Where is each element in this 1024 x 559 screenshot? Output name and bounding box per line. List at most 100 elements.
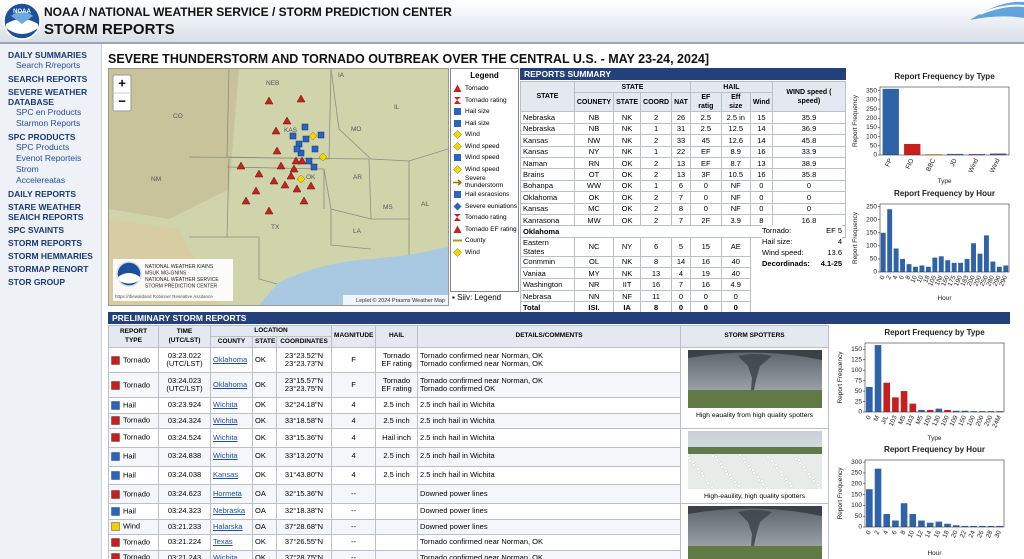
type-icon: [111, 507, 120, 516]
details-cell: 2.5 inch hail in Wichita: [417, 397, 682, 414]
summary-cell: Washington: [520, 278, 575, 291]
legend-item: Hail esraosions: [451, 189, 518, 201]
nav-link[interactable]: Search R/reports: [16, 60, 81, 70]
nav-heading[interactable]: STOR GROUP: [8, 277, 65, 287]
report-row: Wind 03:21.233 Halarska OA 37°28.68"N -- Downe…: [108, 518, 829, 535]
legend-footer: ▪ Siiv: Legend: [452, 293, 501, 302]
county-link[interactable]: Oklahoma: [213, 379, 248, 389]
summary-cell: 2.5: [689, 111, 722, 124]
tornado-marker: [280, 180, 290, 189]
hailstone: [780, 473, 783, 477]
photo-caption: High eauality from high quality spotters: [695, 411, 814, 419]
nav-link[interactable]: Accelereatas: [16, 175, 66, 185]
coords-cell: 33°13.20"N: [275, 446, 333, 467]
nav-heading[interactable]: DAILY SUMMARIES: [8, 50, 87, 60]
icon: [453, 164, 462, 174]
legend-icon: [453, 164, 462, 174]
details-cell: 2.5 inch hail in Wichita: [417, 465, 682, 486]
nav-link[interactable]: Starmon Reports: [16, 118, 81, 128]
legend-label: Severe euniations: [465, 202, 518, 210]
y-tick-label: 0: [858, 524, 862, 531]
summary-cell: Nebraska: [520, 111, 575, 124]
legend-label: Tornado rating: [465, 96, 507, 104]
nav-heading[interactable]: SEVERE WEATHER DATABASE: [8, 87, 88, 107]
hailstone: [715, 458, 718, 462]
summary-cell: 12.6: [720, 134, 751, 147]
logo-line: MSUK MG-GNINS: [145, 271, 187, 277]
plot-frame: [879, 86, 1010, 156]
column-header: COORDINATES: [275, 336, 333, 348]
summary-cell: OK: [573, 191, 615, 204]
nav-link[interactable]: SPC Products: [16, 142, 70, 152]
summary-cell: 1: [640, 145, 673, 158]
tornado-marker: [264, 96, 274, 105]
time-cell: 03:24.838: [158, 446, 211, 467]
nav-heading[interactable]: STORMAP RENORT: [8, 264, 89, 274]
cell-line: (UTC/LST): [166, 384, 203, 393]
state-label: KAS: [284, 127, 298, 134]
county-link[interactable]: Hormeta: [213, 488, 242, 498]
report-row: Tornado 03:21.243 Wichita OK 37°28.75"N -- Tor…: [108, 549, 829, 559]
nav-heading[interactable]: SEARCH REPORTS: [8, 74, 88, 84]
county-link[interactable]: Kansas: [213, 470, 239, 480]
nav-heading[interactable]: SPC SVAINTS: [8, 225, 65, 235]
x-tick-label: JD: [949, 157, 959, 167]
time-cell: 03:24.524: [158, 428, 211, 448]
gulf-water: [259, 247, 448, 305]
type-icon: [111, 416, 120, 425]
nav-heading[interactable]: STORM HEMMARIES: [8, 251, 93, 261]
county-link[interactable]: Nebraska: [213, 506, 246, 515]
y-tick-label: 75: [855, 377, 863, 384]
zoom-out[interactable]: −: [118, 93, 126, 108]
summary-cell: NR: [573, 278, 615, 291]
hailstone: [723, 466, 726, 470]
report-row: Hail 03:24.838 Wichita OK 33°13.20"N 4 2.5 inc…: [108, 446, 829, 467]
state-label: CO: [173, 113, 183, 120]
y-axis-label: Report Frequency: [852, 211, 859, 264]
x-tick-label: 24: [968, 529, 978, 539]
summary-cell: 45.8: [771, 134, 847, 147]
summary-cell: 35.8: [771, 168, 847, 181]
county-cell: Wichita: [210, 446, 253, 467]
nav-heading[interactable]: DAILY REPORTS: [8, 189, 77, 199]
summary-cell: 0: [689, 202, 722, 215]
summary-cell: 1: [640, 122, 673, 136]
type-chart: Report Frequency by Type Report Frequency…: [835, 326, 1010, 442]
nav-link[interactable]: Strom: [16, 164, 39, 174]
report-type: Tornado: [108, 484, 159, 504]
county-link[interactable]: Wichita: [213, 432, 238, 442]
nav-link[interactable]: Evenot Reporteis: [16, 153, 82, 163]
nav-heading[interactable]: SPC PRODUCTS: [8, 132, 76, 142]
type-text: Hail: [123, 506, 136, 516]
county-link[interactable]: Halarska: [213, 521, 243, 531]
logo-line: STORM PREDICTION CENTER: [145, 284, 218, 290]
note-value: 4: [837, 237, 842, 246]
county-link[interactable]: Texas: [213, 537, 233, 546]
county-link[interactable]: Wichita: [213, 552, 238, 559]
state-cell: OA: [252, 484, 277, 504]
zoom-in[interactable]: +: [118, 75, 126, 90]
county-link[interactable]: Wichita: [213, 400, 238, 409]
x-tick-label: 18: [922, 274, 932, 284]
nav-heading[interactable]: STARE WEATHER SEAICH REPORTS: [8, 202, 84, 222]
county-link[interactable]: Wichita: [213, 451, 238, 461]
nav-link[interactable]: SPC en Products: [16, 107, 82, 117]
sidebar: DAILY SUMMARIES Search R/reports SEARCH RE…: [0, 44, 102, 559]
summary-cell: 0: [771, 202, 847, 215]
tornado-marker: [297, 156, 307, 165]
summary-cell: 15: [689, 236, 722, 257]
bar: [935, 521, 943, 527]
county-link[interactable]: Wichita: [213, 415, 238, 425]
bar: [970, 525, 977, 527]
nav-heading[interactable]: STORM REPORTS: [8, 238, 82, 248]
table-body: Nebraska NB NK 2 26 2.5 2.5 in 15 35.9 Nebraska NB…: [520, 111, 847, 314]
state-label: AR: [353, 174, 362, 181]
y-axis-label: Report Frequency: [852, 94, 859, 147]
header-row: REPORT TYPE TIME (UTC/LST) LOCATION MAGNITU…: [108, 325, 830, 348]
county-link[interactable]: Oklahoma: [213, 354, 248, 364]
y-tick-label: 300: [866, 97, 877, 104]
summary-cell: 33: [671, 134, 691, 147]
hail-cell: 2.5 inch: [375, 397, 419, 414]
bar: [996, 525, 1003, 527]
